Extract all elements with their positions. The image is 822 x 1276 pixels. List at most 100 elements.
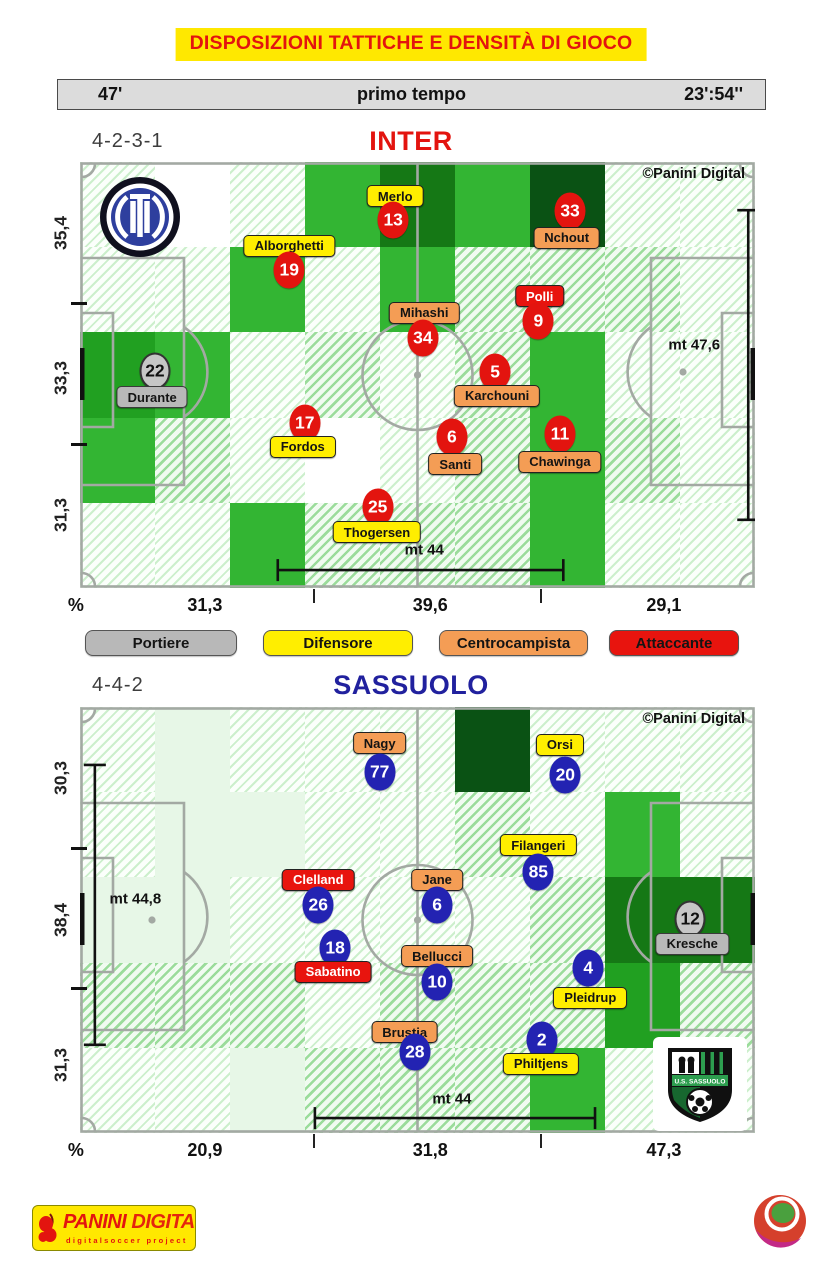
penalty-spot-left [148,916,156,924]
sassuolo-crest-box: U.S. SASSUOLO [653,1037,747,1131]
sassuolo-header: 4-4-2 SASSUOLO [0,670,822,702]
player-label-alborghetti: Alborghetti [243,234,335,257]
pitch-markings [80,707,755,1133]
legend-attaccante: Attaccante [609,630,739,656]
density-cell [455,707,530,793]
density-cell [605,247,680,333]
side-axis-label: 35,4 [50,216,71,251]
inter-pitch: ©Panini Digital mt 47,6 mt 44 Merlo 13 33 Nch… [80,162,755,588]
role-legend: Portiere Difensore Centrocampista Attaccant… [0,630,822,657]
player-number-22: 22 [139,352,171,390]
side-axis-tick [71,301,87,305]
density-cell [80,962,155,1048]
density-cell [455,502,530,588]
density-cell [680,332,755,418]
density-cell [230,792,305,878]
density-cell [680,417,755,503]
bottom-axis-label: % [67,1140,84,1160]
density-cell [155,962,230,1048]
player-label-nchout: Nchout [533,226,601,249]
player-number-20: 20 [549,756,581,794]
density-cell [530,877,605,963]
measure-bracket [83,763,106,1047]
measure-label: mt 44 [404,541,444,559]
side-axis-tick [71,986,87,990]
panini-cherries-icon [38,1213,57,1242]
density-cell [155,502,230,588]
player-number-9: 9 [522,302,554,340]
sassuolo-title: SASSUOLO [333,670,489,700]
panini-digital-text: DIGITAL [131,1211,195,1233]
player-label-fordos: Fordos [269,435,336,458]
measure-bracket [737,208,755,522]
inter-density-grid [80,162,755,588]
density-cell [305,247,380,333]
density-cell [80,792,155,878]
center-spot [413,916,422,924]
inter-formation: 4-2-3-1 [92,130,164,152]
bottom-axis-label: 31,8 [412,1140,448,1160]
inter-crest-logo [100,177,180,257]
goal-mark-right [750,348,755,400]
density-cell [230,962,305,1048]
density-cell [530,332,605,418]
match-minute: 47' [98,84,123,104]
page-title: DISPOSIZIONI TATTICHE E DENSITÀ DI GIOCO [175,28,647,61]
penalty-spot-right [679,368,687,376]
goal-mark-right [750,893,755,945]
player-number-85: 85 [522,853,554,891]
inter-title: INTER [369,126,453,156]
density-cell [230,707,305,793]
player-number-13: 13 [377,201,409,239]
player-number-2: 2 [526,1021,558,1059]
density-cell [605,707,680,793]
player-label-sabatino: Sabatino [294,960,372,983]
density-cell [230,332,305,418]
density-cell [230,1047,305,1133]
bottom-axis-label: % [67,595,84,615]
legend-centrocampista: Centrocampista [439,630,588,656]
bottom-axis-tick [312,1134,316,1148]
player-label-kresche: Kresche [655,932,729,955]
player-number-26: 26 [302,886,334,924]
density-cell [305,332,380,418]
density-cell [680,162,755,248]
side-axis-label: 38,4 [50,902,71,938]
player-number-11: 11 [544,415,576,453]
player-label-karchouni: Karchouni [453,384,541,407]
sassuolo-pitch: U.S. SASSUOLO ©Panini Digital mt 44,8 mt … [80,707,755,1133]
player-label-thogersen: Thogersen [332,521,422,544]
measure-label: mt 44,8 [109,890,162,908]
player-label-chawinga: Chawinga [518,450,602,473]
player-number-28: 28 [399,1033,431,1071]
sassuolo-formation: 4-4-2 [92,674,144,696]
density-cell [80,417,155,503]
player-number-34: 34 [407,319,439,357]
player-number-25: 25 [362,488,394,526]
player-label-santi: Santi [428,453,483,476]
bottom-axis-label: 47,3 [646,1140,682,1160]
player-number-5: 5 [479,353,511,391]
density-cell [155,877,230,963]
player-number-12: 12 [674,900,706,938]
player-label-bellucci: Bellucci [401,945,473,968]
player-label-merlo: Merlo [366,185,424,208]
digitalsoccer-sphere-logo [754,1195,806,1248]
player-number-6: 6 [421,886,453,924]
player-label-durante: Durante [116,386,188,409]
density-cell [605,792,680,878]
side-axis-label: 30,3 [50,761,71,796]
density-cell [80,1047,155,1133]
sassuolo-crest-logo: U.S. SASSUOLO [668,1048,732,1122]
player-label-clelland: Clelland [281,868,355,891]
density-cell [155,1047,230,1133]
player-label-philtjens: Philtjens [502,1052,580,1075]
player-number-10: 10 [421,963,453,1001]
density-cell [155,247,230,333]
density-cell [680,707,755,793]
density-cell [80,707,155,793]
density-cell [155,792,230,878]
density-cell [530,502,605,588]
match-phase: primo tempo [356,84,466,104]
density-cell [680,247,755,333]
